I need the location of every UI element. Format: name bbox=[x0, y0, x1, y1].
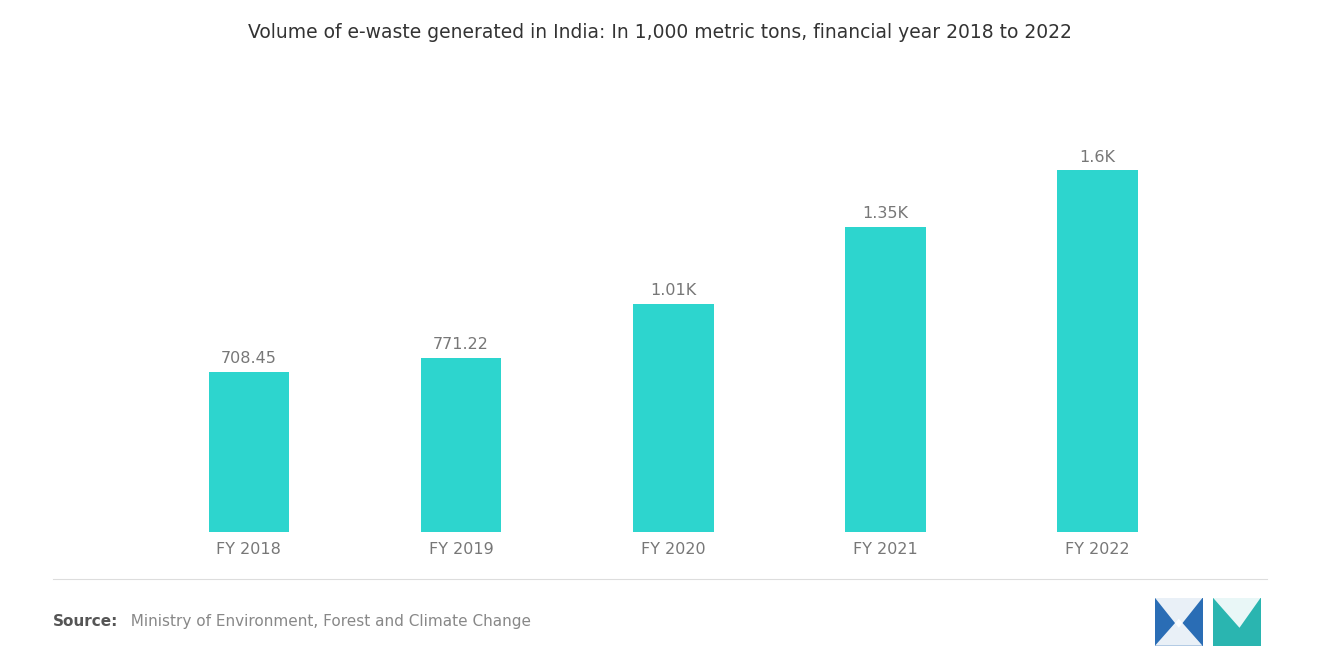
Text: Source:: Source: bbox=[53, 614, 119, 629]
Bar bbox=[1213, 598, 1261, 646]
Polygon shape bbox=[1155, 598, 1203, 628]
Bar bbox=[1057, 170, 1138, 532]
Bar bbox=[1155, 598, 1203, 646]
Text: 708.45: 708.45 bbox=[220, 351, 277, 366]
Bar bbox=[209, 372, 289, 532]
Polygon shape bbox=[1213, 598, 1261, 628]
Text: Ministry of Environment, Forest and Climate Change: Ministry of Environment, Forest and Clim… bbox=[121, 614, 532, 629]
Bar bbox=[421, 358, 502, 532]
Polygon shape bbox=[1155, 618, 1203, 646]
Bar bbox=[632, 304, 714, 532]
Bar bbox=[845, 227, 925, 532]
Text: 1.6K: 1.6K bbox=[1080, 150, 1115, 164]
Text: 1.35K: 1.35K bbox=[862, 206, 908, 221]
Text: 1.01K: 1.01K bbox=[649, 283, 697, 298]
Text: Volume of e-waste generated in India: In 1,000 metric tons, financial year 2018 : Volume of e-waste generated in India: In… bbox=[248, 23, 1072, 43]
Text: 771.22: 771.22 bbox=[433, 337, 488, 352]
